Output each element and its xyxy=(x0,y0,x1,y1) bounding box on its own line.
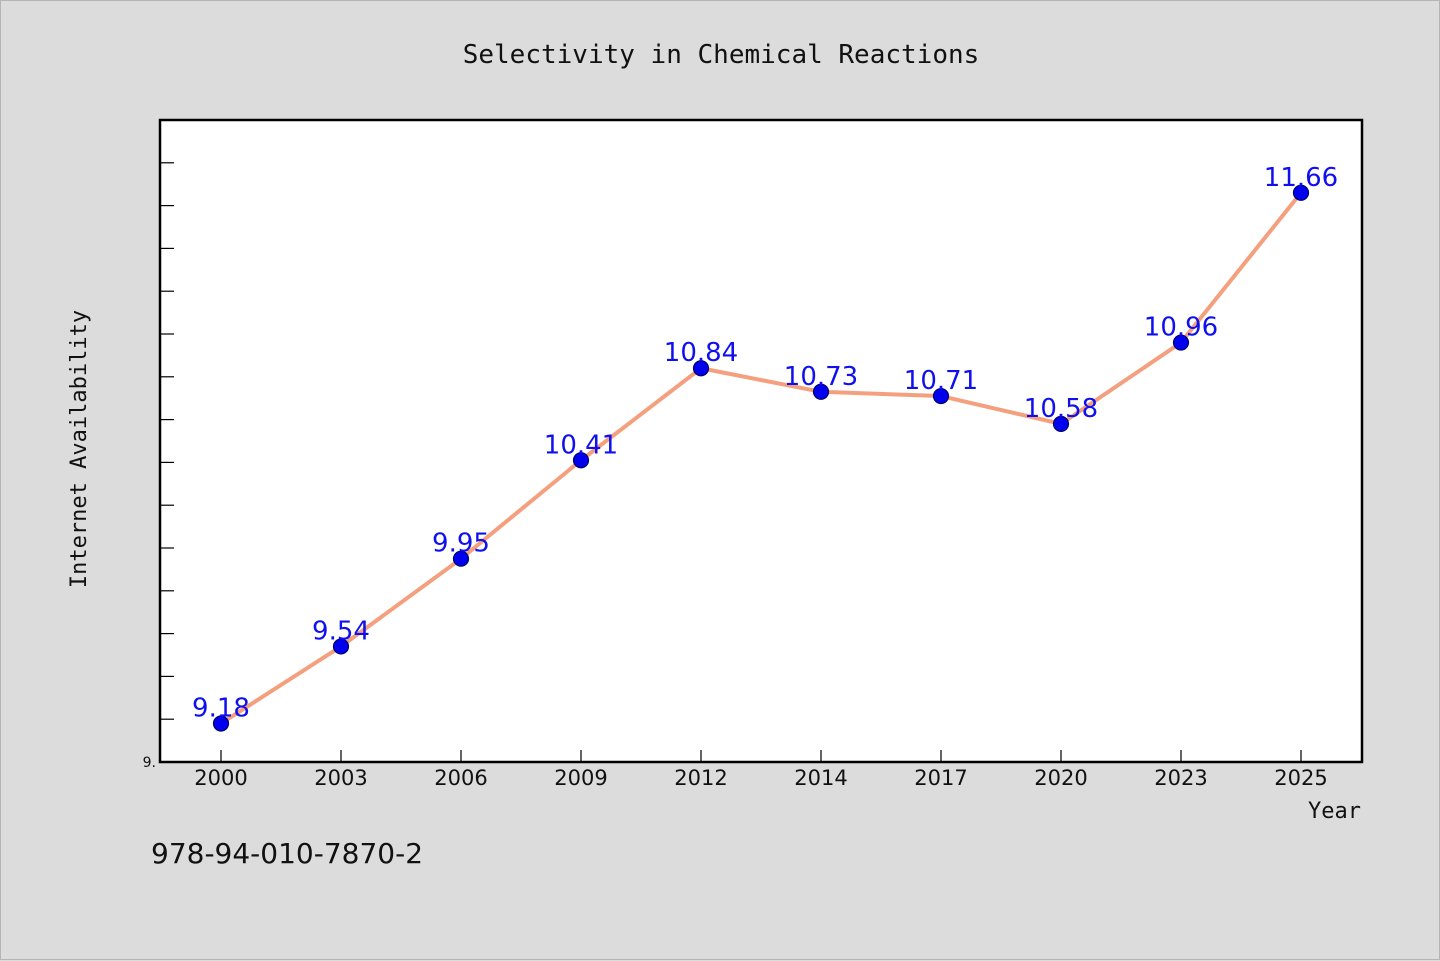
data-point xyxy=(1052,415,1070,432)
x-tick-label: 2017 xyxy=(914,766,967,790)
y-axis-title: Internet Availability xyxy=(67,310,92,588)
x-axis-title: Year xyxy=(1308,799,1361,824)
x-tick-label: 2014 xyxy=(794,766,847,790)
plot-area xyxy=(158,118,1364,764)
data-label: 10.96 xyxy=(1144,313,1218,343)
data-label: 10.58 xyxy=(1024,394,1098,424)
data-point xyxy=(212,715,230,732)
y-tick-label: 9. xyxy=(143,755,156,771)
y-axis-ticks xyxy=(160,162,174,720)
data-label: 10.41 xyxy=(544,430,618,460)
data-label: 10.73 xyxy=(784,362,858,392)
data-label: 9.54 xyxy=(312,616,370,646)
data-label: 10.71 xyxy=(904,366,978,396)
x-tick-label: 2009 xyxy=(554,766,607,790)
data-point xyxy=(572,452,590,469)
series-line xyxy=(219,191,1303,726)
x-tick-label: 2006 xyxy=(434,766,487,790)
data-point xyxy=(812,383,830,400)
data-labels: 9.18 9.54 9.95 10.41 10.84 10.73 10.71 10.58 10.… xyxy=(192,163,1338,724)
x-axis-tick-labels: 2000 2003 2006 2009 2012 2014 2017 2020 2023 2025 xyxy=(194,766,1327,790)
y-axis-tick-labels: 9. xyxy=(143,755,156,771)
data-point xyxy=(1292,184,1310,201)
x-tick-label: 2023 xyxy=(1154,766,1207,790)
data-point xyxy=(692,360,710,377)
x-tick-label: 2025 xyxy=(1274,766,1327,790)
data-label: 9.18 xyxy=(192,693,250,723)
x-tick-label: 2000 xyxy=(194,766,247,790)
series-markers xyxy=(212,184,1310,732)
data-label: 10.84 xyxy=(664,338,738,368)
x-tick-label: 2012 xyxy=(674,766,727,790)
data-point xyxy=(452,550,470,567)
x-axis-ticks xyxy=(220,750,1302,762)
x-tick-label: 2003 xyxy=(314,766,367,790)
data-point xyxy=(332,638,350,655)
data-label: 9.95 xyxy=(432,529,490,559)
chart-title: Selectivity in Chemical Reactions xyxy=(463,40,980,70)
data-point xyxy=(932,387,950,405)
x-tick-label: 2020 xyxy=(1034,766,1087,790)
data-label: 11.66 xyxy=(1264,163,1338,193)
footer-code: 978-94-010-7870-2 xyxy=(151,837,423,870)
data-point xyxy=(1172,334,1190,351)
